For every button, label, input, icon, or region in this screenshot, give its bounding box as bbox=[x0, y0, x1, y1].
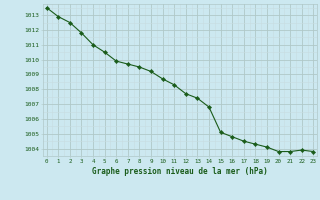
X-axis label: Graphe pression niveau de la mer (hPa): Graphe pression niveau de la mer (hPa) bbox=[92, 167, 268, 176]
